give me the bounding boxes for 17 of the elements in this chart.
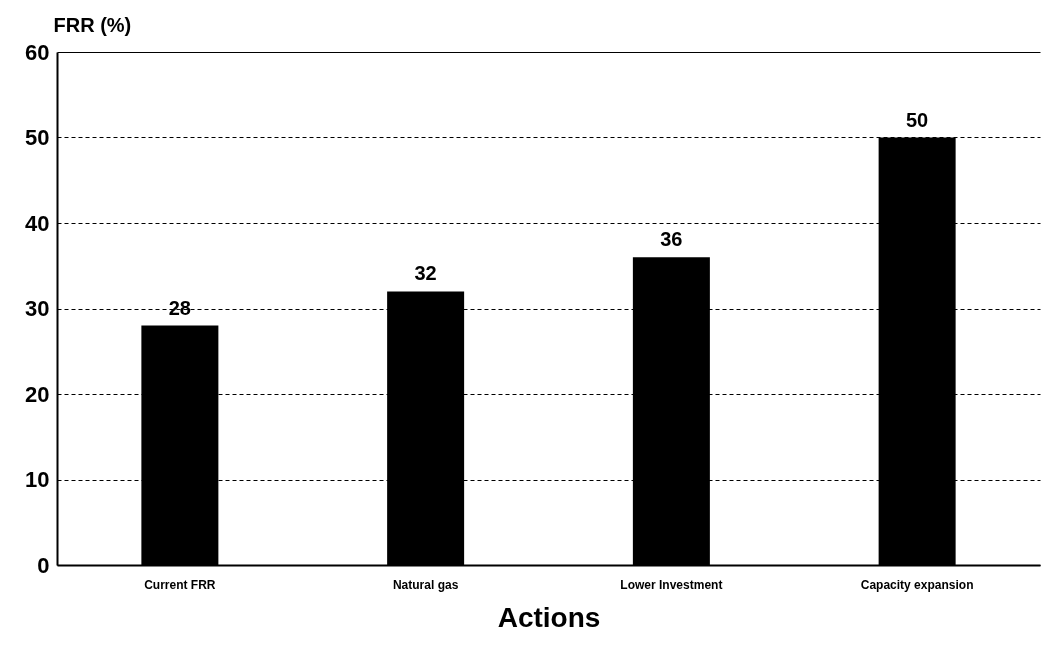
y-tick-label: 60 — [25, 39, 50, 65]
x-axis-title: Actions — [497, 601, 601, 633]
y-tick-label: 20 — [25, 381, 50, 407]
y-tick-label: 10 — [25, 467, 50, 492]
y-tick-label: 30 — [25, 296, 50, 321]
x-tick-label: Lower Investment — [620, 577, 723, 592]
data-label: 50 — [906, 108, 929, 131]
y-tick-label: 50 — [25, 125, 50, 150]
data-label: 28 — [168, 296, 191, 319]
x-tick-label: Current FRR — [144, 577, 216, 592]
x-tick-label: Capacity expansion — [860, 577, 974, 592]
y-axis-title: FRR (%) — [53, 13, 132, 36]
y-tick-label: 0 — [37, 552, 50, 578]
data-label: 32 — [414, 262, 437, 285]
x-tick-label: Natural gas — [392, 577, 459, 592]
y-tick-label: 40 — [25, 210, 50, 236]
data-label: 36 — [660, 228, 683, 251]
